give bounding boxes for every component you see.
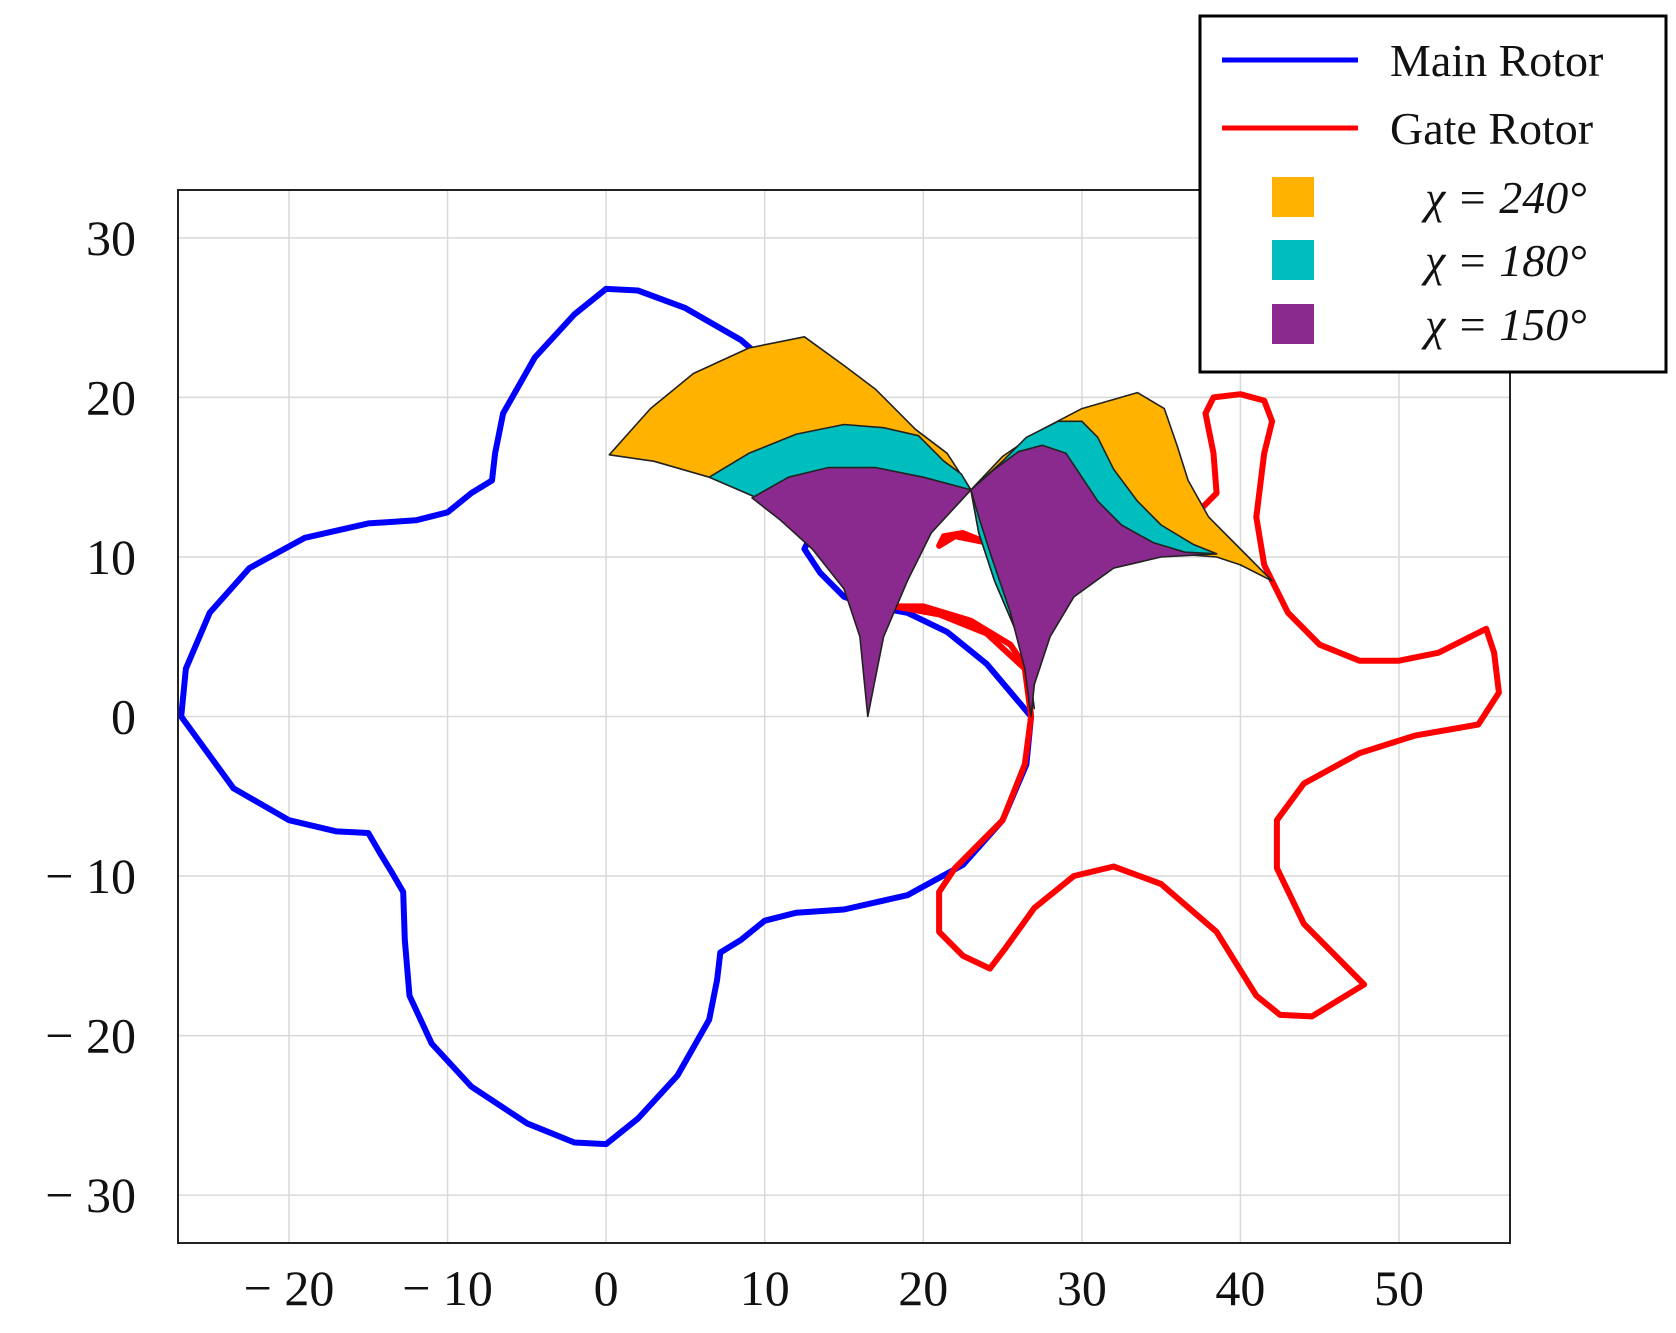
legend-label: Main Rotor — [1390, 35, 1603, 86]
x-tick-label: 0 — [594, 1260, 619, 1316]
x-tick-label: 40 — [1215, 1260, 1265, 1316]
x-tick-label: 20 — [898, 1260, 948, 1316]
legend-area-swatch — [1272, 304, 1314, 344]
x-tick-label: 10 — [740, 1260, 790, 1316]
series-line-main-rotor — [178, 285, 1035, 1148]
legend-label: χ = 240° — [1421, 172, 1587, 223]
x-tick-label: 50 — [1374, 1260, 1424, 1316]
legend-label: χ = 180° — [1421, 235, 1587, 286]
legend: Main Rotor Gate Rotor χ = 240° χ = 180° χ = … — [1198, 14, 1668, 374]
plot-frame — [177, 189, 1511, 1244]
y-tick-label: − 10 — [45, 848, 136, 904]
chi-regions — [608, 336, 1273, 718]
y-tick-label: 30 — [86, 210, 136, 266]
legend-label: χ = 150° — [1421, 299, 1587, 350]
region-main_rotor-2 — [751, 466, 972, 718]
y-tick-label: 0 — [111, 689, 136, 745]
y-tick-label: 20 — [86, 369, 136, 425]
y-tick-label: 10 — [86, 529, 136, 585]
x-tick-label: − 20 — [244, 1260, 335, 1316]
x-tick-label: − 10 — [402, 1260, 493, 1316]
legend-area-swatch — [1272, 177, 1314, 217]
x-tick-label: 30 — [1057, 1260, 1107, 1316]
legend-area-swatch — [1272, 240, 1314, 280]
axis-tick-labels: − 20 − 10 0 10 20 30 40 50 − 30 − 20 − 10 0 10 20 30 — [45, 210, 1424, 1316]
y-tick-label: − 20 — [45, 1008, 136, 1064]
legend-label: Gate Rotor — [1390, 103, 1593, 154]
region-gate_rotor-5 — [970, 444, 1218, 718]
y-tick-label: − 30 — [45, 1167, 136, 1223]
